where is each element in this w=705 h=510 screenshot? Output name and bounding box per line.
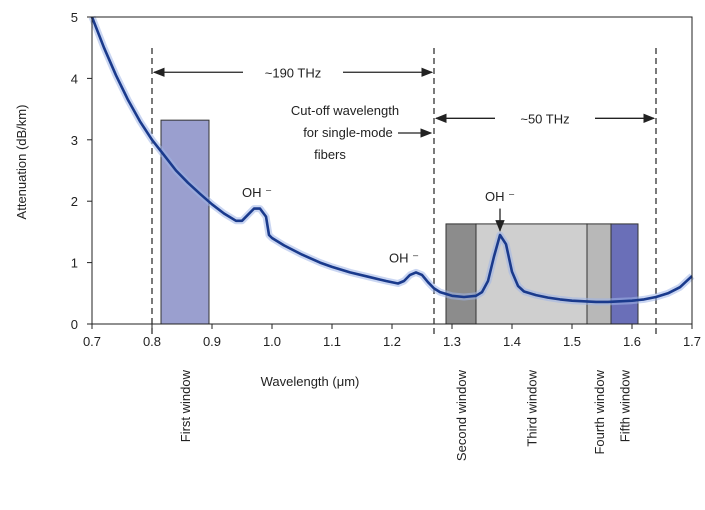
oh-label-2: OH ⁻ bbox=[389, 251, 419, 266]
window-label-3: Third window bbox=[525, 369, 540, 446]
window-label-1: First window bbox=[178, 369, 193, 442]
x-axis-label: Wavelength (μm) bbox=[261, 374, 360, 389]
y-tick-label-3: 3 bbox=[71, 133, 78, 148]
annotations: ~190 THz ~50 THz Cut-off wavelength for sin… bbox=[152, 65, 656, 266]
window-bar-4 bbox=[586, 223, 612, 325]
window-bar-2 bbox=[445, 223, 477, 325]
x-tick-label-0: 0.7 bbox=[83, 334, 101, 349]
y-tick-label-5: 5 bbox=[71, 10, 78, 25]
x-tick-label-4: 1.1 bbox=[323, 334, 341, 349]
axes: 0.7 0.8 0.9 1.0 1.1 1.2 1.3 1.4 1.5 1.6 1.7 0 1 2 3 4 5 bbox=[71, 10, 701, 349]
band_50-label: ~50 THz bbox=[520, 111, 569, 126]
window-bar-3 bbox=[475, 223, 588, 325]
y-axis-label: Attenuation (dB/km) bbox=[14, 105, 29, 220]
window-label-4: Fourth window bbox=[592, 369, 607, 454]
y-tick-label-4: 4 bbox=[71, 71, 78, 86]
window-label-5: Fifth window bbox=[618, 369, 633, 442]
x-tick-label-1: 0.8 bbox=[143, 334, 161, 349]
x-tick-label-3: 1.0 bbox=[263, 334, 281, 349]
window-bar-1 bbox=[160, 119, 210, 325]
oh-label-1: OH ⁻ bbox=[242, 185, 272, 200]
x-tick-label-5: 1.2 bbox=[383, 334, 401, 349]
y-tick-label-1: 1 bbox=[71, 256, 78, 271]
cutoff-text-2: for single-mode bbox=[303, 125, 393, 140]
x-tick-label-7: 1.4 bbox=[503, 334, 521, 349]
y-tick-label-0: 0 bbox=[71, 317, 78, 332]
band_190-label: ~190 THz bbox=[265, 65, 322, 80]
x-tick-label-8: 1.5 bbox=[563, 334, 581, 349]
attenuation-curve-group bbox=[88, 15, 695, 306]
x-tick-label-2: 0.9 bbox=[203, 334, 221, 349]
cutoff-text-1: Cut-off wavelength bbox=[291, 103, 399, 118]
window-bar-5 bbox=[610, 223, 639, 325]
x-tick-label-10: 1.7 bbox=[683, 334, 701, 349]
y-tick-label-2: 2 bbox=[71, 194, 78, 209]
cutoff-text-3: fibers bbox=[314, 147, 346, 162]
attenuation-curve bbox=[90, 16, 693, 304]
x-tick-label-9: 1.6 bbox=[623, 334, 641, 349]
spectral-windows: First window Second window Third window Fou… bbox=[160, 119, 639, 461]
x-tick-label-6: 1.3 bbox=[443, 334, 461, 349]
oh-label-3: OH ⁻ bbox=[485, 189, 515, 204]
window-label-2: Second window bbox=[454, 369, 469, 461]
window-boundary-lines bbox=[151, 48, 657, 334]
